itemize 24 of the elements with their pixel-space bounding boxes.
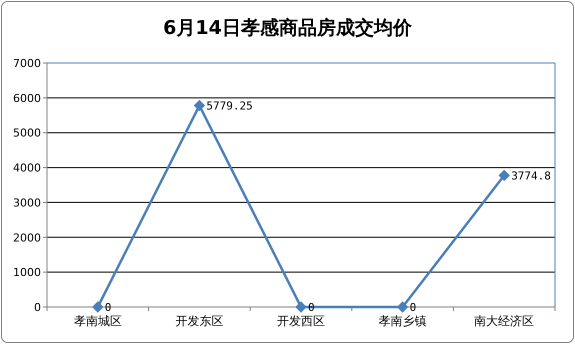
y-tick-label: 1000 — [13, 266, 41, 280]
x-tick-label: 孝南乡镇 — [378, 314, 427, 328]
data-label: 3774.8 — [511, 169, 551, 182]
data-label: 0 — [410, 301, 416, 314]
x-tick-label: 孝南城区 — [74, 314, 122, 328]
x-tick-label: 南大经济区 — [474, 314, 534, 328]
y-tick-label: 7000 — [13, 57, 41, 70]
point — [397, 302, 408, 312]
y-tick-label: 5000 — [13, 126, 41, 140]
point — [92, 302, 104, 312]
x-tick-label: 开发西区 — [277, 314, 325, 328]
point — [194, 100, 205, 112]
point — [498, 170, 510, 181]
chart-title: 6月14日孝感商品房成交均价 — [163, 17, 413, 39]
data-label: 5779.25 — [206, 100, 253, 113]
x-tick-label: 开发东区 — [175, 314, 224, 328]
y-tick-label: 0 — [34, 301, 41, 314]
data-label: 0 — [308, 301, 315, 314]
data-label: 0 — [104, 301, 112, 314]
y-tick-label: 6000 — [13, 92, 41, 105]
point — [296, 302, 306, 312]
y-tick-label: 3000 — [13, 196, 41, 210]
y-tick-label: 2000 — [13, 231, 41, 244]
y-tick-label: 4000 — [13, 162, 41, 175]
